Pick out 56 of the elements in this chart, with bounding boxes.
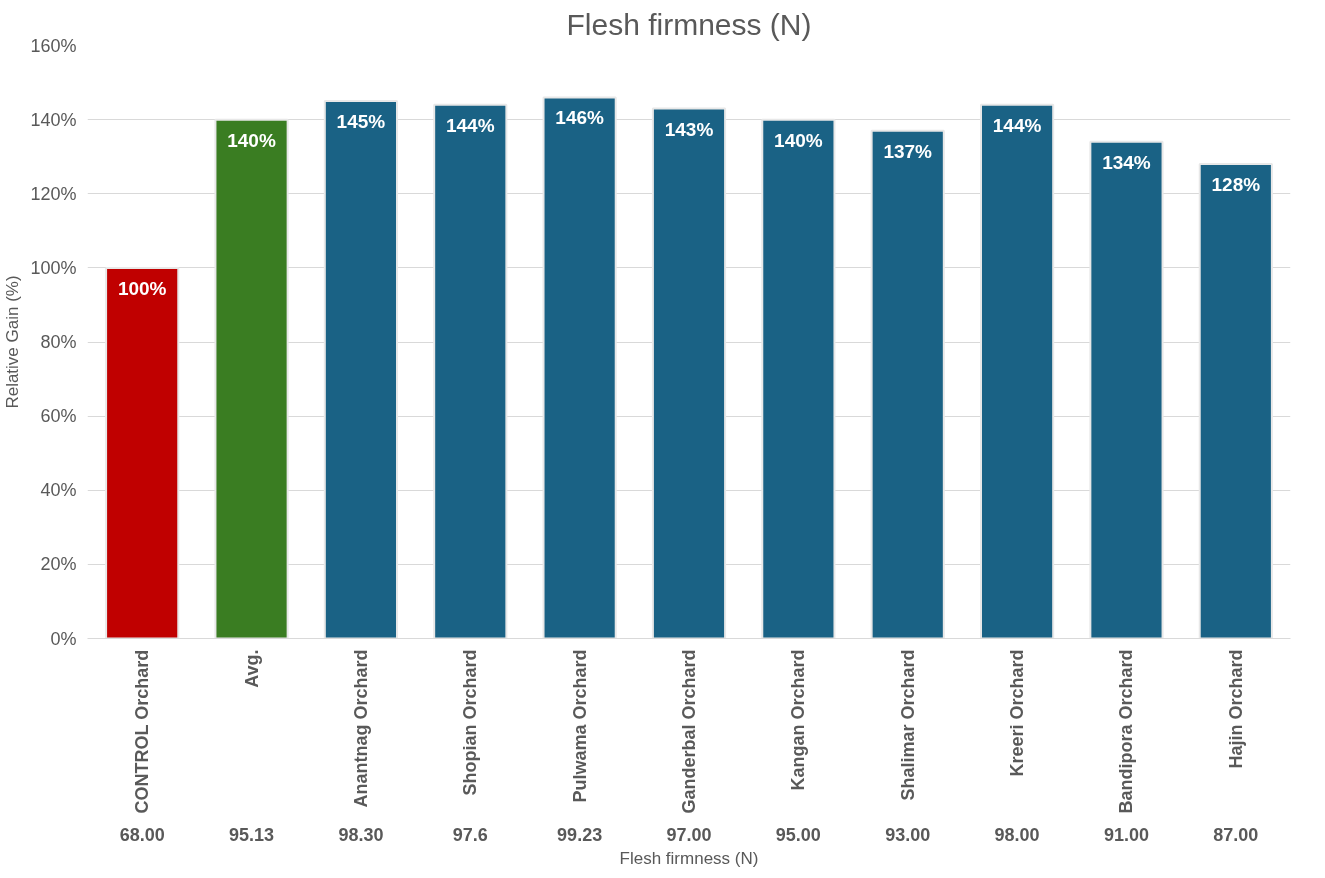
bar (761, 118, 836, 639)
text: 98.30 (338, 824, 384, 845)
data-label: 134% (1102, 151, 1151, 173)
x-tick-label: Avg. (241, 649, 262, 688)
chart-title: Flesh firmness (N) (566, 7, 812, 41)
data-label: 100% (117, 277, 167, 299)
bar (651, 107, 727, 639)
y-tick-label: 80% (40, 332, 77, 352)
bar (1198, 163, 1273, 639)
bar (1089, 140, 1164, 639)
y-tick-label: 60% (40, 406, 77, 427)
data-label: 145% (336, 111, 386, 133)
x-tick-label: Bandipora Orchard (1116, 649, 1137, 814)
y-tick-label: 140% (30, 109, 77, 130)
data-label: 137% (883, 140, 933, 162)
text: 98.00 (994, 824, 1040, 845)
text: 97.00 (666, 824, 712, 845)
y-tick-label: 100% (30, 257, 77, 278)
data-label: 140% (227, 129, 276, 151)
bar (323, 100, 398, 639)
y-axis-title: Relative Gain (%) (3, 275, 23, 409)
data-label: 140% (774, 129, 823, 151)
data-label: 144% (992, 114, 1042, 136)
data-label: 146% (555, 107, 605, 129)
x-tick-label: Kreeri Orchard (1007, 649, 1028, 777)
x-axis-title: Flesh firmness (N) (619, 848, 759, 868)
text: 97.6 (452, 824, 488, 845)
x-tick-label: Hajin Orchard (1225, 649, 1246, 769)
text: 99.23 (557, 824, 603, 845)
y-tick-label: 120% (30, 183, 77, 204)
y-tick-label: 0% (50, 628, 77, 649)
bar (214, 118, 289, 639)
data-label: 144% (445, 114, 495, 136)
bar (980, 103, 1055, 639)
text: 91.00 (1103, 824, 1149, 845)
text: 68.00 (119, 824, 165, 845)
y-tick-label: 40% (40, 480, 77, 501)
text: 95.13 (229, 824, 275, 845)
x-tick-label: Shalimar Orchard (897, 649, 918, 801)
text: 87.00 (1213, 824, 1259, 845)
x-tick-label: CONTROL Orchard (132, 649, 153, 814)
bar (105, 266, 180, 639)
x-tick-label: Anantnag Orchard (350, 649, 371, 808)
text: 93.00 (885, 824, 931, 845)
y-tick-label: 20% (40, 554, 77, 575)
data-label: 128% (1211, 174, 1261, 196)
x-tick-label: Ganderbal Orchard (679, 649, 699, 814)
x-tick-label: Pulwama Orchard (569, 649, 590, 803)
data-label: 143% (664, 118, 714, 140)
bar (870, 129, 945, 639)
x-tick-label: Kangan Orchard (788, 649, 809, 791)
x-tick-label: Shopian Orchard (460, 649, 481, 796)
text: 95.00 (775, 824, 821, 845)
bar (542, 96, 617, 639)
y-tick-label: 160% (30, 35, 77, 56)
bar (433, 103, 508, 639)
